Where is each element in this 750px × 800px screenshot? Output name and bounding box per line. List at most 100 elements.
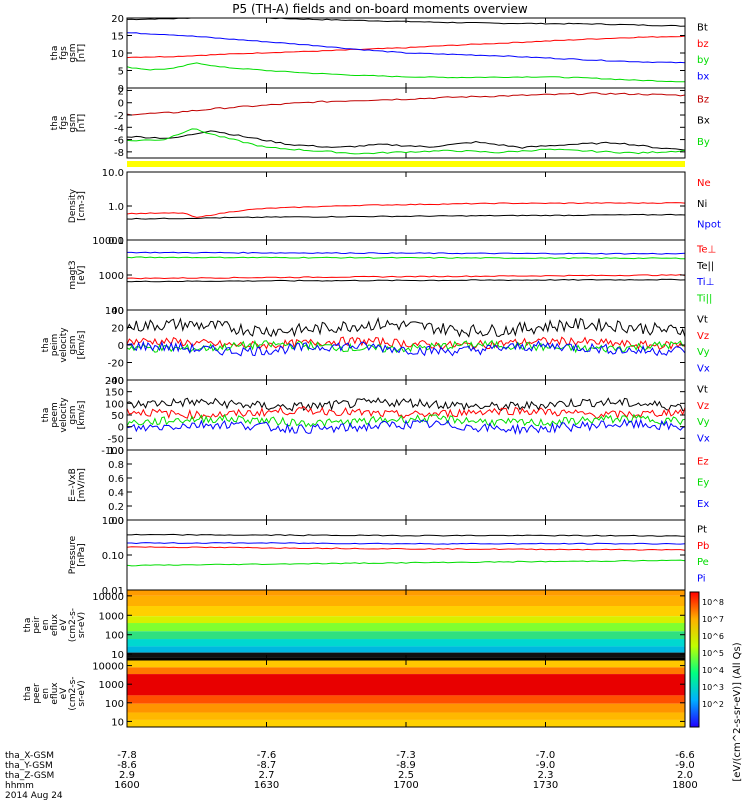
x-tick-value: -6.6 <box>675 750 695 761</box>
spectrogram-band <box>127 639 685 647</box>
legend-label: Pb <box>697 541 709 552</box>
spectrogram-band <box>127 703 685 713</box>
y-axis-label: gsm <box>68 113 78 132</box>
colorbar-tick: 10^8 <box>702 598 724 607</box>
panel-efield: 1.0 0.8 0.6 0.4 0.2 0.0 E=-VxB [mV/m] Ez Ey Ex <box>68 446 709 527</box>
series-line <box>127 546 685 551</box>
y-tick-label: 10000 <box>92 236 124 247</box>
legend-label: Vz <box>697 331 709 342</box>
legend-label: bz <box>697 39 709 50</box>
y-axis-label: tha <box>50 46 60 61</box>
x-tick-value: -8.9 <box>396 760 416 771</box>
y-axis-label: sr-eV) <box>77 680 87 706</box>
y-tick-label: 0.0 <box>108 516 124 527</box>
y-tick-label: 5 <box>118 67 124 78</box>
y-axis-label: eflux <box>50 613 60 636</box>
legend-label: Vt <box>697 385 708 396</box>
legend-label: Ey <box>697 478 709 489</box>
panel-temperature: 10000 1000 100 magt3 [eV] Te⊥ Te|| Ti⊥ Ti|| <box>68 236 716 317</box>
series-line <box>127 533 685 537</box>
panel-frame <box>126 449 686 521</box>
panel-density: 10.0 1.0 0.1 Density [cm-3] Ne Ni Npot <box>68 168 721 247</box>
legend-label: Ti⊥ <box>696 277 714 288</box>
y-tick-label: -20 <box>108 359 124 370</box>
y-axis-label: fgs <box>59 116 69 130</box>
y-tick-label: 50 <box>111 411 124 422</box>
panel-peir-spectrogram: 10000 1000 100 10 tha peir en eflux eV (cm2-s-sr-… <box>23 589 686 661</box>
legend-label: Pi <box>697 573 706 584</box>
x-tick-value: 1600 <box>114 780 139 791</box>
y-tick-label: 0.01 <box>102 586 124 597</box>
colorbar-label: [eV/(cm^2-s-sr-eV)] (All Qs) <box>732 642 743 781</box>
series-line <box>127 251 685 255</box>
y-axis-label: gsm <box>68 335 78 354</box>
x-tick-value: -8.7 <box>257 760 277 771</box>
legend-label: Npot <box>697 219 721 230</box>
x-tick-value: 2.7 <box>259 770 275 781</box>
legend-label: bx <box>697 71 709 82</box>
y-axis-label: (cm2-s- <box>68 676 78 710</box>
x-tick-value: 2.9 <box>119 770 135 781</box>
series-line <box>127 278 685 283</box>
panel-peer-spectrogram: 10000 1000 100 10 tha peer en eflux eV (cm2-s-sr-… <box>23 659 686 728</box>
spectrogram-band <box>127 695 685 704</box>
spectrogram-band <box>127 652 685 658</box>
series-line <box>127 130 685 151</box>
y-tick-label: -6 <box>114 136 124 147</box>
plot-title: P5 (TH-A) fields and on-board moments ov… <box>232 2 528 16</box>
y-axis-label: E=-VxB <box>68 468 78 502</box>
y-axis-label: tha <box>23 686 33 701</box>
x-tick-value: 1730 <box>533 780 558 791</box>
series-line <box>127 92 685 116</box>
y-axis-label: gsm <box>68 43 78 62</box>
legend-label: Ni <box>697 199 707 210</box>
y-tick-label: 1000 <box>99 611 124 622</box>
series-line <box>127 32 685 64</box>
panel-data <box>127 533 685 567</box>
panel-data <box>127 590 685 660</box>
legend-label: Vy <box>697 347 710 358</box>
legend-label: By <box>697 137 710 148</box>
y-axis-label: [nT] <box>77 114 87 132</box>
spectrogram-band <box>127 631 685 640</box>
spectrogram-band <box>127 674 685 696</box>
y-axis-label: (cm2-s- <box>68 608 78 642</box>
x-tick-value: -7.6 <box>257 750 277 761</box>
series-line <box>127 542 685 545</box>
y-axis-label: tha <box>50 116 60 131</box>
x-tick-value: 1700 <box>393 780 418 791</box>
y-tick-label: 100 <box>105 699 124 710</box>
y-axis-label: [nPa] <box>77 543 87 566</box>
spectrogram-band <box>127 667 685 675</box>
y-tick-label: 200 <box>105 376 124 387</box>
x-row-label: hhmm <box>5 781 34 791</box>
spectrogram-band <box>127 616 685 624</box>
panel-data <box>127 202 685 220</box>
x-tick-value: 2.0 <box>677 770 693 781</box>
x-tick-value: 2.3 <box>538 770 554 781</box>
x-tick-value: -7.8 <box>117 750 137 761</box>
legend-label: Vz <box>697 401 709 412</box>
y-axis-label: gsm <box>68 405 78 424</box>
x-tick-value: -9.0 <box>675 760 695 771</box>
series-line <box>127 397 685 412</box>
y-axis-label: Pressure <box>68 535 78 574</box>
y-tick-label: 10000 <box>92 662 124 673</box>
series-line <box>127 274 685 280</box>
panel-fgs-gsm: 20 15 10 5 0 tha fgs gsm [nT] Bt bz by bx <box>50 14 709 95</box>
y-tick-label: 10 <box>111 717 124 728</box>
y-axis-label: velocity <box>59 397 69 433</box>
colorbar-tick: 10^7 <box>702 615 724 624</box>
legend-label: Bx <box>697 116 710 127</box>
series-line <box>127 336 685 351</box>
y-axis-label: magt3 <box>68 260 78 289</box>
x-row-label: tha_Z-GSM <box>5 771 54 781</box>
y-tick-label: 1000 <box>99 271 124 282</box>
y-axis-label: eV <box>59 687 69 700</box>
y-tick-label: 1.0 <box>108 446 124 457</box>
legend-label: Ti|| <box>696 293 712 304</box>
series-line <box>127 128 685 155</box>
